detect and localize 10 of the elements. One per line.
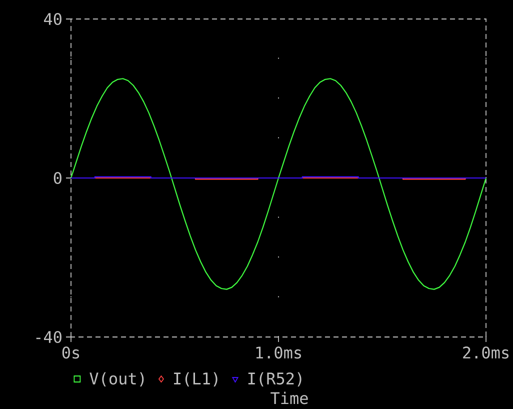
y-tick-label: -40: [36, 330, 62, 344]
legend-label: I(L1): [174, 372, 218, 386]
x-tick-label: 2.0ms: [463, 346, 508, 359]
x-tick-label: 1.0ms: [256, 346, 301, 359]
x-tick-label: 0s: [62, 346, 80, 359]
legend-label: V(out): [90, 372, 144, 386]
x-axis-title: Time: [270, 392, 308, 404]
y-tick-label: 0: [54, 172, 62, 184]
legend-label: I(R52): [248, 372, 302, 386]
y-tick-label: 40: [44, 12, 62, 26]
